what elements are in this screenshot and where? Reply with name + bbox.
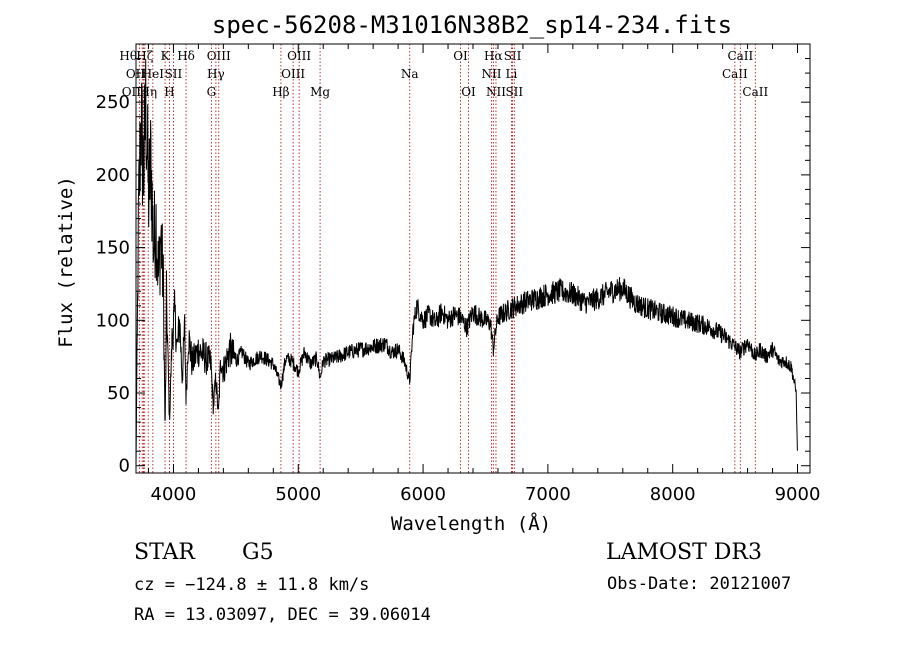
x-tick-label: 7000 — [525, 484, 571, 505]
line-label-14: OIII — [281, 67, 305, 81]
line-label-24: Li — [506, 67, 518, 81]
y-tick-label: 50 — [107, 383, 130, 404]
line-label-25: SII — [505, 85, 523, 99]
redshift-cz: cz = −124.8 ± 11.8 km/s — [134, 575, 369, 595]
spectrum-series — [135, 59, 798, 466]
x-tick-label: 5000 — [275, 484, 321, 505]
object-class: STAR — [134, 540, 196, 565]
line-label-4: Hη — [139, 85, 157, 99]
line-label-26: CaII — [722, 67, 748, 81]
line-label-1: Hθ — [119, 49, 137, 63]
observation-date: Obs-Date: 20121007 — [607, 574, 791, 594]
line-label-28: CaII — [742, 85, 768, 99]
line-label-5: HeI — [142, 67, 165, 81]
line-label-21: NII — [486, 85, 506, 99]
y-tick-label: 150 — [96, 238, 130, 259]
line-label-6: K — [161, 49, 171, 63]
line-label-15: OIII — [287, 49, 311, 63]
y-axis-label: Flux (relative) — [55, 176, 77, 348]
line-label-13: Hβ — [272, 85, 289, 99]
line-label-11: Hγ — [207, 67, 225, 81]
x-axis-label: Wavelength (Å) — [391, 512, 551, 535]
survey-name: LAMOST DR3 — [606, 540, 762, 565]
line-label-27: CaII — [727, 49, 753, 63]
x-tick-label: 6000 — [400, 484, 446, 505]
y-tick-label: 0 — [119, 456, 130, 477]
line-label-22: Hα — [484, 49, 503, 63]
chart-title: spec-56208-M31016N38B2_sp14-234.fits — [212, 11, 732, 39]
line-label-3: Hζ — [136, 49, 153, 63]
y-tick-label: 250 — [96, 92, 130, 113]
line-label-8: SII — [165, 67, 183, 81]
x-tick-label: 4000 — [151, 484, 197, 505]
spectrum-info: STAR G5 LAMOST DR3 cz = −124.8 ± 11.8 km… — [134, 540, 791, 625]
line-label-18: OI — [453, 49, 468, 63]
line-label-16: Mg — [310, 85, 330, 99]
plot-axes: 4000 5000 6000 7000 8000 9000 0 50 100 150 200 250 — [96, 43, 821, 505]
y-tick-label: 200 — [96, 165, 130, 186]
x-tick-label: 9000 — [775, 484, 821, 505]
plot-frame — [135, 43, 811, 474]
line-label-7: H — [164, 85, 174, 99]
coordinates: RA = 13.03097, DEC = 39.06014 — [134, 605, 431, 625]
x-tick-label: 8000 — [650, 484, 696, 505]
object-subclass: G5 — [242, 540, 274, 565]
line-label-23: SII — [504, 49, 522, 63]
line-label-9: Hδ — [177, 49, 195, 63]
line-label-20: NII — [481, 67, 501, 81]
line-label-19: OI — [461, 85, 476, 99]
line-label-17: Na — [401, 67, 419, 81]
line-label-10: OIII — [207, 49, 231, 63]
line-label-12: G — [207, 85, 217, 99]
y-tick-label: 100 — [96, 310, 130, 331]
spectrum-line-0 — [135, 59, 798, 466]
